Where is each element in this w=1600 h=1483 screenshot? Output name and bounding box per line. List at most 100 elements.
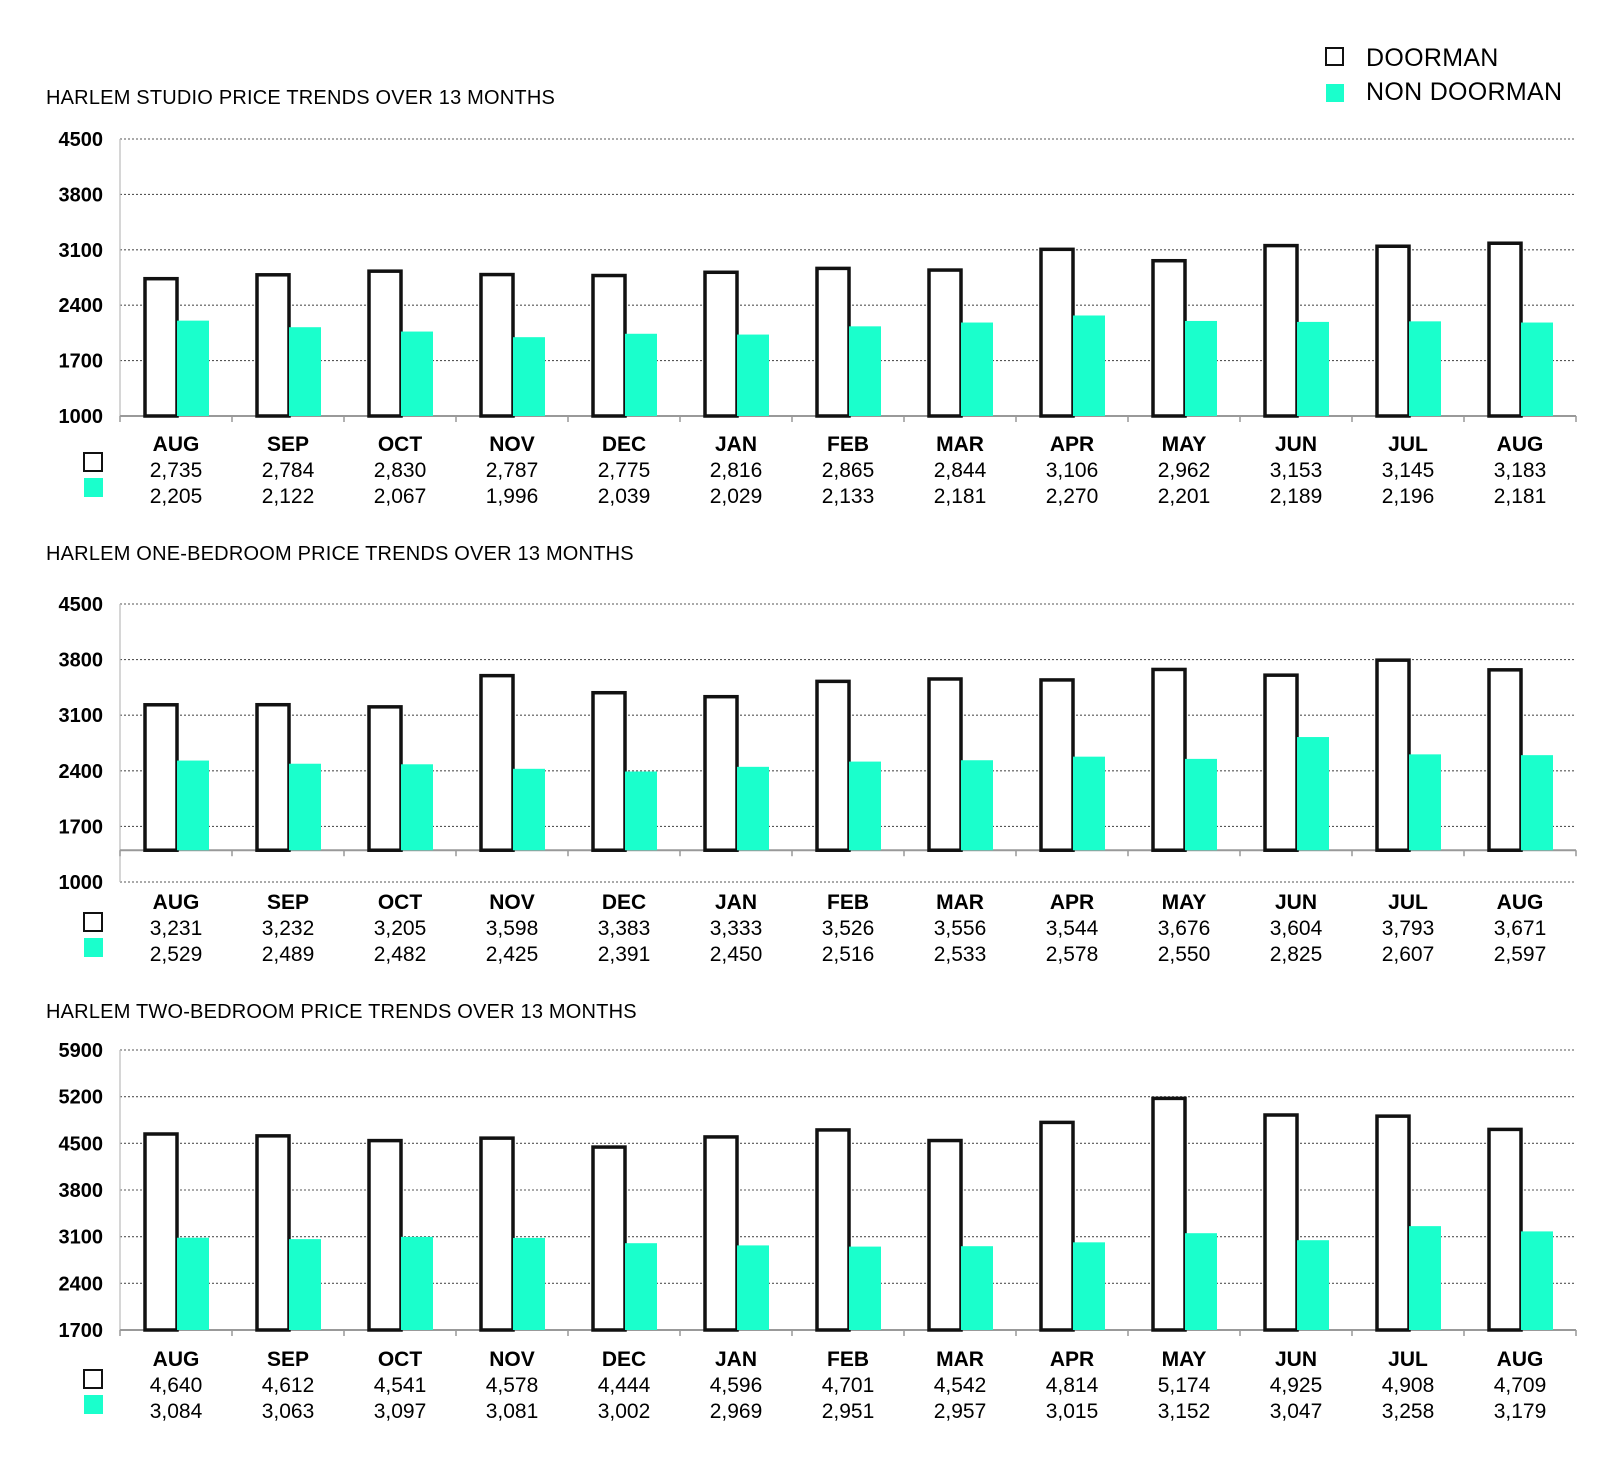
value-label-doorman: 3,544: [1046, 917, 1099, 940]
bar-non-doorman: [1521, 322, 1553, 416]
value-label-doorman: 4,925: [1270, 1374, 1323, 1397]
value-label-doorman: 3,793: [1382, 917, 1435, 940]
category-label: DEC: [602, 1348, 646, 1371]
value-label-doorman: 2,962: [1158, 459, 1211, 482]
value-label-non-doorman: 2,489: [262, 943, 315, 966]
value-label-doorman: 4,701: [822, 1374, 875, 1397]
value-label-doorman: 3,671: [1494, 917, 1547, 940]
bar-doorman: [591, 1145, 627, 1332]
bar-non-doorman: [401, 331, 433, 416]
value-label-non-doorman: 3,047: [1270, 1400, 1323, 1423]
category-label: DEC: [602, 891, 646, 914]
bar-doorman: [1487, 668, 1523, 852]
value-label-doorman: 4,612: [262, 1374, 315, 1397]
value-label-non-doorman: 3,063: [262, 1400, 315, 1423]
bar-non-doorman: [849, 761, 881, 851]
value-label-doorman: 2,775: [598, 459, 651, 482]
value-label-non-doorman: 3,081: [486, 1400, 539, 1423]
category-label: DEC: [602, 433, 646, 456]
bar-doorman: [479, 272, 515, 418]
value-label-doorman: 3,604: [1270, 917, 1323, 940]
value-label-doorman: 3,231: [150, 917, 203, 940]
category-label: MAY: [1162, 1348, 1207, 1371]
value-label-doorman: 4,640: [150, 1374, 203, 1397]
value-label-non-doorman: 2,597: [1494, 943, 1547, 966]
bar-doorman: [479, 1136, 515, 1332]
y-tick-label: 2400: [59, 761, 104, 783]
bar-doorman: [1375, 1114, 1411, 1332]
value-label-non-doorman: 1,996: [486, 485, 539, 508]
bar-doorman: [591, 273, 627, 418]
bar-non-doorman: [1185, 758, 1217, 851]
category-label: AUG: [153, 1348, 200, 1371]
y-tick-label: 1700: [59, 351, 104, 373]
value-label-doorman: 4,542: [934, 1374, 987, 1397]
y-tick-label: 5900: [59, 1040, 104, 1062]
category-label: NOV: [489, 891, 535, 914]
value-label-doorman: 2,816: [710, 459, 763, 482]
bar-non-doorman: [177, 320, 209, 416]
value-label-doorman: 3,153: [1270, 459, 1323, 482]
row-icon-non-doorman: [84, 1395, 103, 1414]
chart-title-3: HARLEM TWO-BEDROOM PRICE TRENDS OVER 13 …: [46, 1001, 637, 1023]
value-label-non-doorman: 2,516: [822, 943, 875, 966]
bar-non-doorman: [1073, 315, 1105, 416]
value-label-doorman: 3,183: [1494, 459, 1547, 482]
category-label: JUL: [1388, 433, 1428, 456]
value-label-non-doorman: 2,957: [934, 1400, 987, 1423]
category-label: JAN: [715, 891, 757, 914]
y-tick-label: 3100: [59, 705, 104, 727]
value-label-non-doorman: 2,951: [822, 1400, 875, 1423]
category-label: AUG: [1497, 433, 1544, 456]
bar-non-doorman: [513, 337, 545, 416]
value-label-non-doorman: 2,270: [1046, 485, 1099, 508]
bar-non-doorman: [401, 764, 433, 851]
bar-doorman: [1039, 247, 1075, 418]
bar-non-doorman: [1297, 321, 1329, 416]
value-label-doorman: 3,598: [486, 917, 539, 940]
value-label-non-doorman: 2,039: [598, 485, 651, 508]
value-label-doorman: 2,844: [934, 459, 987, 482]
bar-non-doorman: [1409, 1226, 1441, 1330]
value-label-doorman: 4,709: [1494, 1374, 1547, 1397]
bar-doorman: [815, 1128, 851, 1332]
row-icon-non-doorman: [84, 478, 103, 497]
y-tick-label: 2400: [59, 295, 104, 317]
category-label: NOV: [489, 1348, 535, 1371]
bar-non-doorman: [513, 1237, 545, 1330]
bar-non-doorman: [1521, 755, 1553, 851]
value-label-non-doorman: 2,181: [934, 485, 987, 508]
y-tick-label: 1000: [59, 406, 104, 428]
value-label-doorman: 3,232: [262, 917, 315, 940]
bar-doorman: [927, 268, 963, 418]
bar-doorman: [143, 276, 179, 418]
bar-doorman: [255, 1134, 291, 1332]
chart-title-2: HARLEM ONE-BEDROOM PRICE TRENDS OVER 13 …: [46, 543, 634, 565]
value-label-non-doorman: 2,133: [822, 485, 875, 508]
value-label-non-doorman: 2,550: [1158, 943, 1211, 966]
value-label-non-doorman: 2,825: [1270, 943, 1323, 966]
chart-title-1: HARLEM STUDIO PRICE TRENDS OVER 13 MONTH…: [46, 87, 555, 109]
value-label-non-doorman: 2,029: [710, 485, 763, 508]
bar-non-doorman: [737, 766, 769, 851]
value-label-non-doorman: 2,391: [598, 943, 651, 966]
y-tick-label: 1000: [59, 872, 104, 894]
category-label: AUG: [153, 891, 200, 914]
bar-doorman: [367, 269, 403, 418]
bar-doorman: [1039, 1120, 1075, 1332]
value-label-non-doorman: 3,084: [150, 1400, 203, 1423]
bar-doorman: [479, 673, 515, 852]
category-label: MAR: [936, 433, 984, 456]
y-tick-label: 3100: [59, 240, 104, 262]
y-tick-label: 4500: [59, 129, 104, 151]
bar-non-doorman: [289, 327, 321, 416]
bar-non-doorman: [1073, 1242, 1105, 1330]
bar-doorman: [1151, 1096, 1187, 1332]
bar-non-doorman: [1297, 737, 1329, 851]
bar-doorman: [815, 266, 851, 418]
bar-doorman: [255, 702, 291, 852]
bar-doorman: [815, 679, 851, 852]
value-label-non-doorman: 2,607: [1382, 943, 1435, 966]
category-label: AUG: [153, 433, 200, 456]
